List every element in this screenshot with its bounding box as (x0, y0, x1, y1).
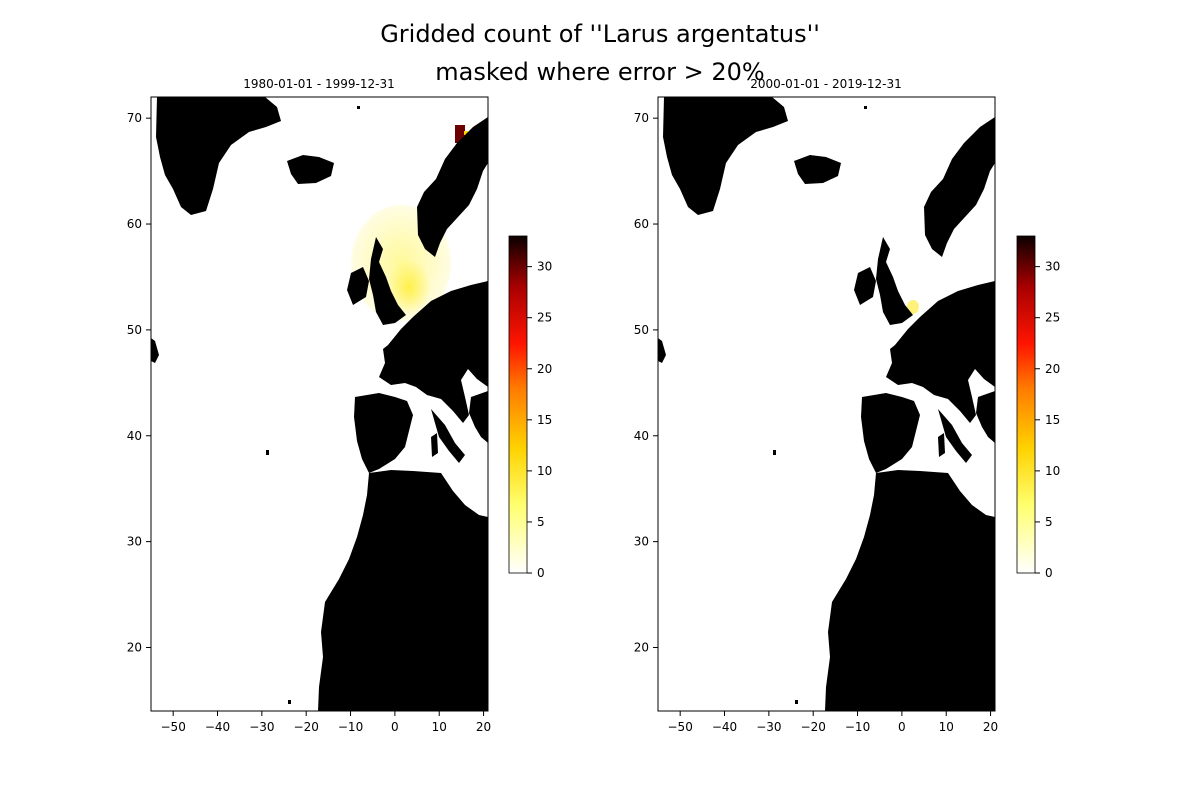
x-tick-label: −40 (712, 720, 737, 734)
colorbar-tick-label: 30 (537, 260, 552, 274)
colorbar-tick-label: 10 (1045, 464, 1060, 478)
count-field (907, 300, 919, 314)
colorbar-tick-label: 20 (537, 362, 552, 376)
colorbar (508, 235, 528, 574)
y-tick-label: 60 (127, 217, 142, 231)
y-tick-label: 20 (634, 640, 649, 654)
y-tick-label: 30 (634, 535, 649, 549)
y-tick-label: 70 (634, 111, 649, 125)
y-tick-label: 30 (127, 535, 142, 549)
x-tick-label: −40 (205, 720, 230, 734)
x-tick-label: −20 (294, 720, 319, 734)
x-tick-label: −30 (249, 720, 274, 734)
colorbar-tick-label: 0 (1045, 566, 1053, 580)
y-tick-label: 40 (634, 429, 649, 443)
colorbar-tick-label: 0 (537, 566, 545, 580)
x-tick-label: −10 (338, 720, 363, 734)
figure-title-line1: Gridded count of ''Larus argentatus'' (380, 20, 820, 48)
colorbar-tick-label: 25 (1045, 311, 1060, 325)
colorbar-tick-label: 20 (1045, 362, 1060, 376)
colorbar (1016, 235, 1036, 574)
x-tick-label: −30 (756, 720, 781, 734)
y-tick-label: 50 (127, 323, 142, 337)
colorbar-ticks: 0 5 10 15 20 25 30 (1035, 260, 1060, 580)
count-hotspot-edge (464, 131, 468, 135)
panel-1980-1999: 1980-01-01 - 1999-12-31 −50 −40 −30 −20 −10 0… (127, 77, 553, 734)
plot-frame (150, 96, 489, 712)
y-tick-label: 70 (127, 111, 142, 125)
y-tick-label: 20 (127, 640, 142, 654)
x-tick-label: −50 (668, 720, 693, 734)
plot-frame (657, 96, 996, 712)
colorbar-tick-label: 5 (1045, 515, 1053, 529)
colorbar-ticks: 0 5 10 15 20 25 30 (527, 260, 552, 580)
colorbar-tick-label: 5 (537, 515, 545, 529)
colorbar-tick-label: 15 (1045, 413, 1060, 427)
x-tick-label: 10 (939, 720, 954, 734)
colorbar-tick-label: 25 (537, 311, 552, 325)
colorbar-tick-label: 10 (537, 464, 552, 478)
x-tick-label: 0 (898, 720, 906, 734)
y-tick-label: 40 (127, 429, 142, 443)
x-tick-label: 20 (476, 720, 491, 734)
axis-ticks: −50 −40 −30 −20 −10 0 10 20 20 30 40 50 60 70 (127, 111, 491, 734)
count-patch (907, 300, 919, 314)
colorbar-tick-label: 30 (1045, 260, 1060, 274)
y-tick-label: 60 (634, 217, 649, 231)
panel-title: 2000-01-01 - 2019-12-31 (750, 77, 901, 91)
x-tick-label: −50 (161, 720, 186, 734)
x-tick-label: 0 (391, 720, 399, 734)
count-hotspot (455, 125, 465, 143)
x-tick-label: −20 (801, 720, 826, 734)
y-tick-label: 50 (634, 323, 649, 337)
x-tick-label: −10 (845, 720, 870, 734)
x-tick-label: 20 (983, 720, 998, 734)
panel-title: 1980-01-01 - 1999-12-31 (243, 77, 394, 91)
panel-2000-2019: 2000-01-01 - 2019-12-31 −50 −40 −30 −20 −10 0… (634, 77, 1061, 734)
figure-title-line2: masked where error > 20% (435, 58, 764, 86)
axis-ticks: −50 −40 −30 −20 −10 0 10 20 20 30 40 50 60 70 (634, 111, 998, 734)
count-region-core (387, 259, 431, 315)
colorbar-tick-label: 15 (537, 413, 552, 427)
x-tick-label: 10 (432, 720, 447, 734)
